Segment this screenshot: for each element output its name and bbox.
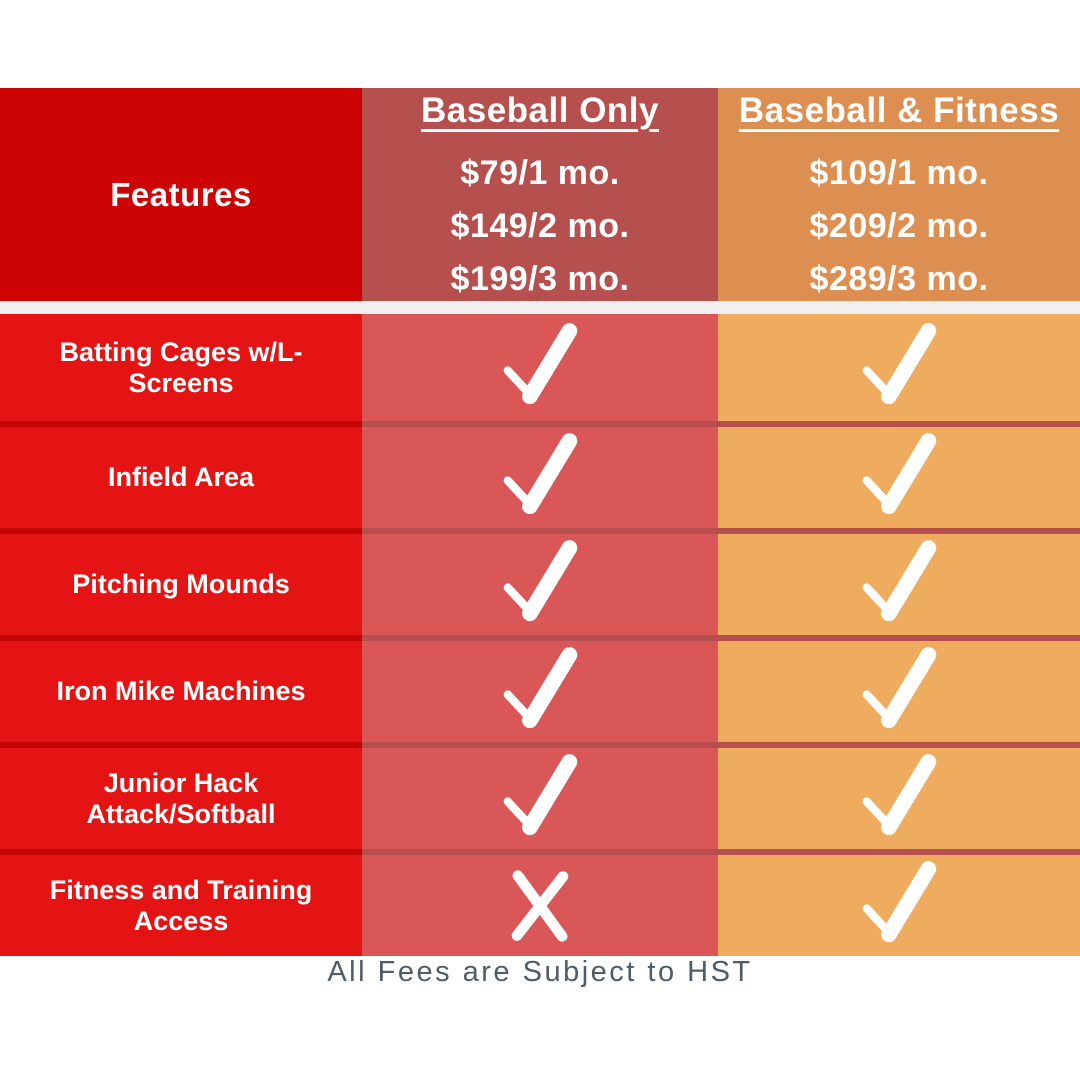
check-icon	[718, 528, 1080, 635]
features-header-label: Features	[110, 175, 252, 213]
feature-label: Iron Mike Machines	[0, 635, 362, 742]
plan-baseball-fitness-price-2mo: $209/2 mo.	[809, 206, 989, 245]
plan-baseball-only-header-cell: Baseball Only $79/1 mo. $149/2 mo. $199/…	[362, 88, 718, 301]
plan-baseball-only-price-2mo: $149/2 mo.	[450, 206, 630, 245]
feature-label: Junior Hack Attack/Softball	[0, 742, 362, 849]
check-icon	[362, 314, 718, 421]
table-row: Infield Area	[0, 421, 1080, 528]
fees-footnote: All Fees are Subject to HST	[327, 956, 753, 988]
plan-baseball-only-price-1mo: $79/1 mo.	[460, 153, 620, 192]
check-icon	[362, 421, 718, 528]
check-icon	[362, 635, 718, 742]
feature-label: Fitness and Training Access	[0, 849, 362, 956]
plan-baseball-fitness-header-cell: Baseball & Fitness $109/1 mo. $209/2 mo.…	[718, 88, 1080, 301]
plan-baseball-fitness-price-3mo: $289/3 mo.	[809, 259, 989, 298]
check-icon	[362, 528, 718, 635]
plan-baseball-fitness-price-1mo: $109/1 mo.	[809, 153, 989, 192]
feature-label: Batting Cages w/L-Screens	[0, 314, 362, 421]
plan-baseball-only-name: Baseball Only	[421, 90, 659, 130]
table-header-row: Features Baseball Only $79/1 mo. $149/2 …	[0, 88, 1080, 301]
header-body-divider	[0, 301, 1080, 314]
table-row: Fitness and Training Access	[0, 849, 1080, 956]
feature-label: Pitching Mounds	[0, 528, 362, 635]
check-icon	[718, 849, 1080, 956]
table-row: Junior Hack Attack/Softball	[0, 742, 1080, 849]
table-row: Batting Cages w/L-Screens	[0, 314, 1080, 421]
check-icon	[718, 742, 1080, 849]
features-header-cell: Features	[0, 88, 362, 301]
plan-baseball-fitness-name: Baseball & Fitness	[738, 90, 1060, 130]
table-row: Pitching Mounds	[0, 528, 1080, 635]
table-row: Iron Mike Machines	[0, 635, 1080, 742]
check-icon	[718, 314, 1080, 421]
pricing-table: Features Baseball Only $79/1 mo. $149/2 …	[0, 88, 1080, 956]
cross-icon	[362, 849, 718, 956]
check-icon	[718, 421, 1080, 528]
plan-baseball-only-price-3mo: $199/3 mo.	[450, 259, 630, 298]
check-icon	[362, 742, 718, 849]
table-body: Batting Cages w/L-Screens Infield Area P…	[0, 314, 1080, 956]
feature-label: Infield Area	[0, 421, 362, 528]
check-icon	[718, 635, 1080, 742]
